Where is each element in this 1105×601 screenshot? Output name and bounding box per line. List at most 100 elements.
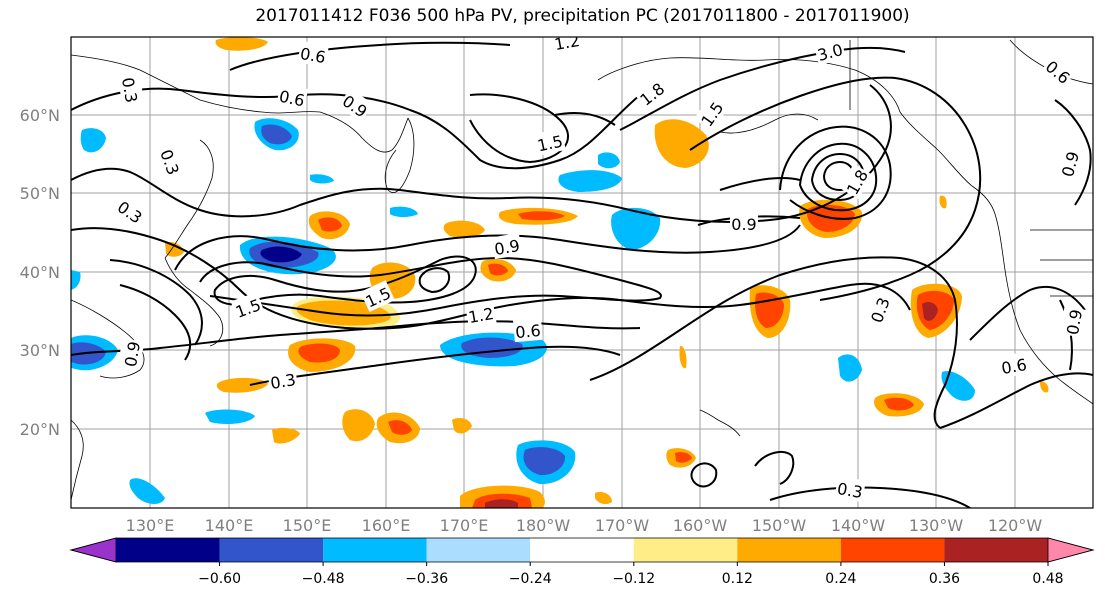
- pv-contour: [779, 125, 892, 220]
- precip-blob-negative: [261, 124, 292, 145]
- coastline-alaska-panhandle: [899, 111, 996, 215]
- lon-tick-label: 150°W: [752, 516, 807, 535]
- colorbar-tick-label: 0.36: [929, 571, 960, 587]
- precip-blob-negative: [838, 354, 862, 382]
- precip-blob-positive: [922, 302, 938, 321]
- lon-tick-label: 140°E: [205, 516, 254, 535]
- lon-tick-label: 170°W: [595, 516, 650, 535]
- contour-label: 0.6: [299, 44, 327, 67]
- pv-contour: [71, 87, 641, 170]
- precip-blob-positive: [939, 195, 947, 209]
- colorbar-tick-label: −0.48: [302, 571, 345, 587]
- coastline-siberia: [71, 54, 409, 153]
- colorbar-tick-label: 0.12: [722, 571, 753, 587]
- precip-blob-negative: [390, 206, 418, 217]
- map-frame: [70, 36, 1094, 509]
- colorbar-extend-low: [69, 537, 117, 563]
- pv-contour: [199, 256, 662, 317]
- precip-blob-positive: [272, 427, 300, 444]
- lon-tick-label: 180°W: [516, 516, 571, 535]
- precip-blob-positive: [518, 211, 565, 221]
- pv-contour: [418, 267, 450, 294]
- lat-tick-label: 20°N: [20, 420, 60, 439]
- colorbar-segment: [219, 538, 324, 562]
- precip-blob-positive: [298, 343, 340, 363]
- precip-blob-positive: [165, 242, 184, 257]
- precip-blob-positive: [1040, 381, 1049, 393]
- coastline-japan: [164, 257, 224, 347]
- precip-blob-positive: [342, 409, 375, 442]
- contour-label: 1.2: [467, 304, 495, 327]
- pv-contour: [769, 486, 971, 508]
- contour-label: 0.9: [731, 215, 756, 234]
- precip-blob-negative: [71, 270, 81, 290]
- colorbar-segment: [323, 538, 427, 562]
- colorbar-segment: [530, 538, 634, 562]
- contour-label: 0.6: [1000, 355, 1028, 378]
- lat-tick-label: 60°N: [20, 106, 60, 125]
- precip-blob-positive: [654, 119, 709, 168]
- precip-negative-shading: [71, 118, 975, 504]
- contour-label: 1.2: [553, 31, 581, 54]
- contour-label: 0.6: [277, 87, 306, 111]
- pv-contour: [690, 462, 718, 488]
- precip-blob-negative: [260, 246, 302, 263]
- colorbar-tick-label: 0.24: [825, 571, 856, 587]
- pv-contour: [969, 285, 1086, 341]
- contour-label: 0.6: [515, 321, 542, 342]
- coastline-aleutians: [719, 113, 819, 134]
- precip-blob-negative: [129, 478, 165, 504]
- colorbar-extend-high: [1047, 537, 1095, 563]
- precip-blob-negative: [523, 447, 566, 476]
- precip-blob-negative: [205, 409, 255, 424]
- precip-blob-positive: [388, 420, 412, 435]
- pv-contour: [589, 256, 958, 429]
- pv-contour: [229, 41, 511, 71]
- contour-label: 1.5: [536, 132, 565, 156]
- precip-blob-positive: [216, 377, 268, 393]
- pv-contour: [939, 372, 1093, 429]
- lon-tick-label: 120°W: [988, 516, 1043, 535]
- colorbar-segment: [426, 538, 531, 562]
- pv-contour: [619, 46, 906, 131]
- map-panel: 0.3 0.6 0.6 0.9 0.3 0.3 1.2 1.8 1.5 1.5 …: [70, 31, 1094, 509]
- pv-contour: [719, 177, 801, 191]
- latitude-tick-labels: 60°N 50°N 40°N 30°N 20°N: [20, 106, 60, 439]
- colorbar-tick-label: −0.60: [198, 571, 241, 587]
- precip-blob-negative: [80, 128, 106, 153]
- pv-contour: [689, 76, 982, 301]
- pv-contour: [1054, 99, 1092, 206]
- colorbar-segment: [840, 538, 945, 562]
- pv-contour: [174, 224, 801, 271]
- contour-label: 0.9: [493, 236, 521, 259]
- colorbar-segment: [116, 538, 220, 562]
- contour-label: 0.9: [1063, 308, 1086, 336]
- lon-tick-label: 150°E: [283, 516, 332, 535]
- lon-tick-label: 130°E: [126, 516, 175, 535]
- pv-contour: [109, 259, 203, 346]
- precip-blob-positive: [675, 452, 692, 463]
- precip-blob-positive: [488, 263, 508, 276]
- lat-tick-label: 40°N: [20, 263, 60, 282]
- colorbar-segment: [944, 538, 1048, 562]
- colorbar-segment: [633, 538, 738, 562]
- pv-contour: [554, 112, 616, 126]
- precip-blob-positive: [595, 492, 612, 505]
- lon-tick-label: 170°E: [440, 516, 489, 535]
- precip-blob-positive: [452, 418, 472, 434]
- colorbar-segments: [69, 537, 1095, 563]
- precip-blob-negative: [941, 371, 975, 401]
- colorbar-segment: [737, 538, 841, 562]
- colorbar-tick-label: −0.12: [612, 571, 655, 587]
- precip-blob-positive: [485, 499, 518, 508]
- colorbar-tick-label: −0.36: [405, 571, 448, 587]
- colorbar-ticks: −0.60 −0.48 −0.36 −0.24 −0.12 0.12 0.24 0.36 0.4…: [198, 562, 1064, 587]
- precip-blob-negative: [558, 170, 622, 192]
- pv-contour: [213, 255, 477, 306]
- lat-tick-label: 50°N: [20, 184, 60, 203]
- coastline-hawaii: [699, 409, 741, 437]
- precip-blob-positive: [443, 220, 485, 238]
- pv-contour: [249, 345, 621, 386]
- colorbar-tick-label: 0.48: [1032, 571, 1063, 587]
